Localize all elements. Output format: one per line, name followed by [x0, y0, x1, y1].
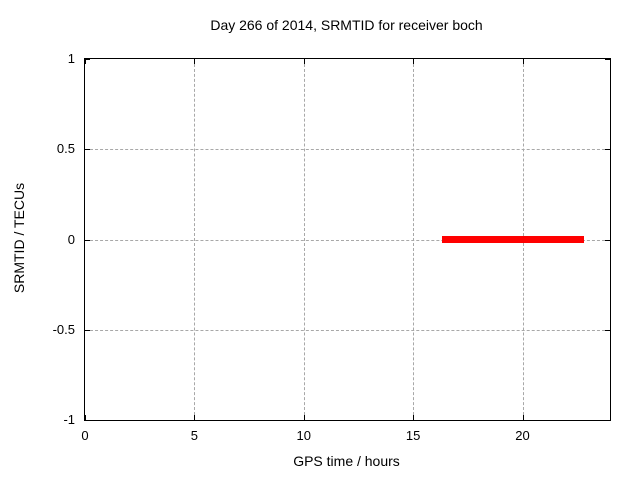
y-tick-mark-left: [85, 59, 90, 60]
y-tick-mark-right: [605, 149, 610, 151]
y-tick-mark-right: [605, 59, 610, 60]
x-tick-mark-top: [85, 59, 86, 64]
x-tick-mark-bottom: [194, 415, 196, 420]
x-tick-mark-bottom: [303, 415, 305, 420]
y-tick-label: 0.5: [56, 141, 75, 157]
grid-line-horizontal: [85, 239, 610, 241]
x-tick-label: 20: [515, 428, 530, 443]
y-tick-mark-left: [85, 239, 90, 241]
y-tick-mark-right: [605, 239, 610, 241]
x-tick-mark-bottom: [85, 415, 86, 420]
y-tick-label: -0.5: [52, 321, 75, 337]
y-tick-mark-left: [85, 329, 90, 331]
x-tick-label: 10: [296, 428, 311, 443]
y-tick-mark-right: [605, 420, 610, 421]
x-tick-mark-bottom: [413, 415, 415, 420]
data-series-segment: [441, 236, 584, 243]
plot-area: 0 5 10 15 20 1 0.5 0 -0.5 -1: [53, 51, 611, 443]
y-tick-label: -1: [63, 412, 75, 427]
y-tick-label: 1: [67, 51, 75, 66]
x-tick-label: 5: [190, 428, 198, 443]
x-axis-label: GPS time / hours: [293, 453, 400, 469]
grid-line-horizontal: [85, 149, 610, 151]
y-tick-mark-left: [85, 420, 90, 421]
x-tick-mark-top: [194, 59, 196, 64]
x-tick-mark-top: [522, 59, 524, 64]
x-tick-mark-top: [303, 59, 305, 64]
x-tick-mark-bottom: [522, 415, 524, 420]
y-tick-mark-left: [85, 149, 90, 151]
chart-title: Day 266 of 2014, SRMTID for receiver boc…: [210, 17, 483, 33]
y-tick-label: 0: [67, 231, 75, 247]
grid-line-horizontal: [85, 329, 610, 331]
x-tick-mark-top: [413, 59, 415, 64]
y-tick-mark-right: [605, 329, 610, 331]
x-tick-label: 15: [405, 428, 421, 443]
x-tick-label: 0: [81, 428, 89, 443]
